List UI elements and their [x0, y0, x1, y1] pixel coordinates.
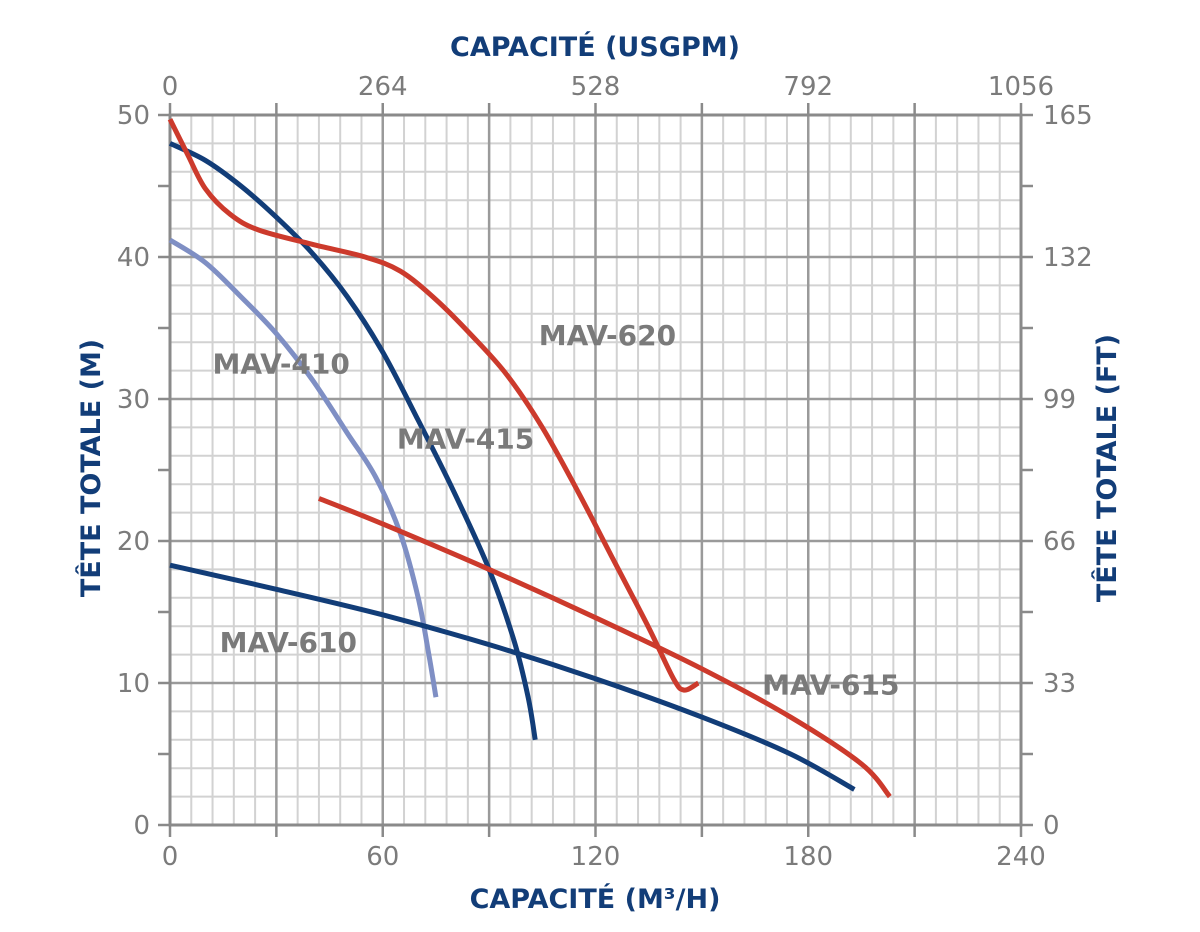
series-line-mav-610: [169, 562, 856, 792]
x-bottom-tick-label: 240: [996, 842, 1046, 872]
x-top-tick-label: 1056: [988, 72, 1054, 102]
y-left-tick-label: 30: [117, 385, 150, 415]
x-bottom-tick-label: 60: [366, 842, 399, 872]
series-label-mav-415: MAV-415: [397, 423, 534, 456]
chart-grid: [170, 115, 1021, 825]
series-label-mav-615: MAV-615: [762, 668, 899, 701]
y-left-tick-label: 20: [117, 527, 150, 557]
y-left-tick-label: 10: [117, 669, 150, 699]
x-top-tick-label: 264: [358, 72, 408, 102]
y-right-tick-label: 99: [1043, 385, 1076, 415]
y-left-axis-title: TÊTE TOTALE (M): [75, 339, 107, 597]
y-right-tick-label: 0: [1043, 811, 1060, 841]
series-line-mav-620: [167, 118, 700, 693]
series-line-mav-615: [317, 496, 892, 799]
series-line-mav-415: [168, 141, 538, 741]
y-left-tick-label: 40: [117, 243, 150, 273]
series-line-mav-410: [168, 237, 439, 698]
x-top-axis-title: CAPACITÉ (USGPM): [450, 31, 740, 63]
x-top-tick-label: 792: [783, 72, 833, 102]
y-right-tick-label: 33: [1043, 669, 1076, 699]
y-right-tick-label: 66: [1043, 527, 1076, 557]
chart-series: [167, 118, 892, 799]
series-label-mav-410: MAV-410: [213, 347, 350, 380]
x-bottom-axis-title: CAPACITÉ (M³/H): [470, 883, 721, 915]
y-right-tick-label: 132: [1043, 243, 1093, 273]
series-labels: MAV-410 MAV-415 MAV-620 MAV-610 MAV-615: [213, 319, 900, 701]
series-label-mav-610: MAV-610: [220, 626, 357, 659]
x-top-tick-label: 0: [162, 72, 179, 102]
x-top-tick-label: 528: [571, 72, 621, 102]
y-right-axis-title: TÊTE TOTALE (FT): [1091, 334, 1123, 602]
x-bottom-tick-label: 180: [783, 842, 833, 872]
series-label-mav-620: MAV-620: [539, 319, 676, 352]
y-right-tick-label: 165: [1043, 101, 1093, 131]
x-bottom-tick-label: 120: [571, 842, 621, 872]
x-bottom-tick-label: 0: [162, 842, 179, 872]
y-left-tick-label: 0: [133, 811, 150, 841]
y-left-tick-label: 50: [117, 101, 150, 131]
